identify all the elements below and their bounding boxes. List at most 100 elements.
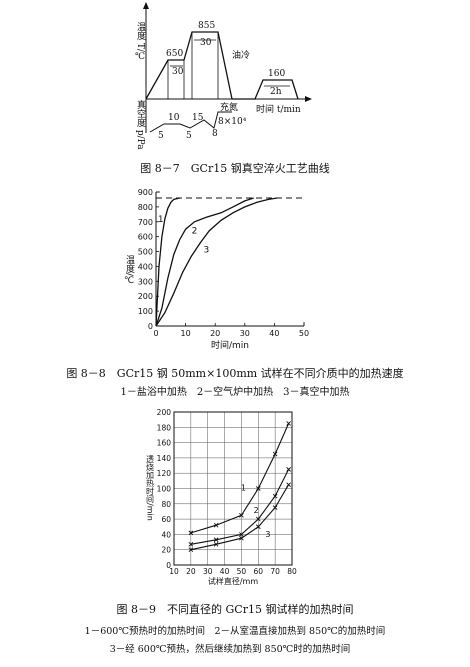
fig7-vac-10: 10 <box>168 113 180 123</box>
fig7-pressure-value: 8×10⁴ <box>218 117 247 127</box>
fig7-temp-axis-label: 温度 T/℃ <box>135 22 146 62</box>
fig8-series-label-3: 3 <box>203 246 209 256</box>
fig8-y-label: 温度/℃ <box>124 255 135 286</box>
fig8-x-tick-label: 40 <box>269 329 279 338</box>
fig8-x-tick-label: 0 <box>153 329 158 338</box>
fig7-process-curve: 温度 T/℃ 真空度 p/Pa 650 855 160 30 30 2h 油冷 … <box>135 2 312 150</box>
fig8-caption: 图 8－8 GCr15 钢 50mm×100mm 试样在不同介质中的加热速度 <box>66 366 403 380</box>
fig8-x-tick-label: 50 <box>299 329 309 338</box>
fig9-point-2 <box>188 542 194 547</box>
fig8-y-tick-label: 300 <box>138 277 153 286</box>
fig9-point-3 <box>239 535 244 541</box>
fig9-point-2 <box>239 532 244 537</box>
fig9-point-3 <box>188 547 194 553</box>
fig7-temp-650: 650 <box>166 49 183 59</box>
fig8-y-tick-label: 400 <box>138 262 153 271</box>
fig9-y-tick-label: 140 <box>157 454 172 463</box>
fig9-ticks: 10 20 30 40 50 60 70 80 0 20 40 60 80 100 120 140 160 180… <box>157 408 297 576</box>
fig7-temp-855: 855 <box>198 21 215 31</box>
fig8-series-line-2 <box>155 197 254 327</box>
fig8-y-tick-label: 900 <box>138 188 153 197</box>
fig7-y-arrow <box>143 2 149 9</box>
fig8-y-tick-label: 200 <box>138 292 153 301</box>
fig9-x-tick-label: 50 <box>237 567 247 576</box>
fig7-nitrogen: 充氮 <box>220 101 238 113</box>
fig9-heating-time-chart: 10 20 30 40 50 60 70 80 0 20 40 60 80 100 120 140 160 180… <box>146 408 297 586</box>
fig8-heating-rate-chart: 0 10 20 30 40 500100200300400500600700800900 … <box>124 188 309 351</box>
fig7-hold-2h: 2h <box>270 87 282 97</box>
fig7-vac-15: 15 <box>192 113 204 123</box>
fig9-point-3 <box>213 542 219 547</box>
fig9-frame <box>173 411 293 566</box>
fig9-point-2 <box>213 537 219 543</box>
fig7-vac-8: 8 <box>212 129 218 139</box>
fig9-y-tick-label: 40 <box>161 530 171 539</box>
fig9-series-line-1 <box>190 423 290 534</box>
fig9-series-label-3: 3 <box>265 530 270 539</box>
fig9-grid <box>173 411 293 566</box>
fig8-y-tick-label: 100 <box>138 307 153 316</box>
fig7-temp-160: 160 <box>268 69 285 79</box>
fig8-series-line-3 <box>155 197 278 327</box>
fig9-y-tick-label: 0 <box>166 561 171 570</box>
fig9-point-2 <box>255 516 261 522</box>
fig7-vac-5b: 5 <box>186 131 192 141</box>
fig9-point-3 <box>286 482 291 487</box>
fig9-y-tick-label: 120 <box>157 469 172 478</box>
fig9-y-tick-label: 80 <box>161 500 171 509</box>
fig7-hold-30a: 30 <box>172 67 184 77</box>
fig9-x-tick-label: 80 <box>287 567 297 576</box>
fig8-y-tick-label: 0 <box>148 322 153 331</box>
fig9-series-line-3 <box>190 484 290 551</box>
fig9-y-label: 透烧加热时间/min <box>146 455 155 521</box>
fig9-legend-1: 1－600℃预热时的加热时间 2－从室温直接加热到 850℃的加热时间 <box>85 625 386 637</box>
fig9-point-3 <box>272 505 278 510</box>
fig9-point-1 <box>255 486 261 491</box>
fig8-x-label: 时间/min <box>211 339 249 351</box>
fig9-x-tick-label: 60 <box>254 567 264 576</box>
fig8-x-tick-label: 30 <box>240 329 250 338</box>
fig9-y-tick-label: 20 <box>161 546 171 555</box>
fig9-y-tick-label: 180 <box>157 423 172 432</box>
fig7-temperature-curve <box>145 31 299 100</box>
fig9-legend-2: 3－经 600℃预热，然后继续加热到 850℃时的加热时间 <box>110 643 351 655</box>
fig9-x-tick-label: 40 <box>220 567 230 576</box>
fig8-series-label-2: 2 <box>192 227 198 237</box>
fig9-y-tick-label: 200 <box>157 408 172 417</box>
fig7-vac-5a: 5 <box>158 131 164 141</box>
fig8-series-label-1: 1 <box>158 215 164 225</box>
fig9-point-3 <box>255 524 261 530</box>
fig9-series-label-2: 2 <box>254 506 259 515</box>
fig9-y-tick-label: 160 <box>157 439 172 448</box>
fig7-hold-30b: 30 <box>200 38 212 48</box>
fig7-vacuum-curve <box>149 111 232 133</box>
fig9-point-1 <box>272 451 278 457</box>
fig7-time-arrow <box>305 96 312 102</box>
fig8-y-tick-label: 600 <box>138 233 153 242</box>
fig8-y-tick-label: 800 <box>138 203 153 212</box>
fig7-caption: 图 8－7 GCr15 钢真空淬火工艺曲线 <box>140 161 329 175</box>
fig8-series: 1 23 <box>155 197 278 327</box>
fig9-point-1 <box>213 522 219 528</box>
fig8-y-tick-label: 500 <box>138 248 153 257</box>
fig9-series-line-2 <box>190 469 290 545</box>
fig9-series-label-1: 1 <box>241 483 246 492</box>
fig9-point-1 <box>239 512 244 518</box>
fig9-x-tick-label: 70 <box>270 567 280 576</box>
fig9-x-tick-label: 20 <box>186 567 196 576</box>
fig9-y-tick-label: 100 <box>157 485 172 494</box>
fig9-x-tick-label: 10 <box>169 567 179 576</box>
fig9-x-tick-label: 30 <box>203 567 213 576</box>
fig7-vacuum-axis-label: 真空度 p/Pa <box>135 99 146 150</box>
fig9-y-tick-label: 60 <box>161 515 171 524</box>
fig8-legend: 1－盐浴中加热 2－空气炉中加热 3－真空中加热 <box>120 385 349 398</box>
fig9-caption: 图 8－9 不同直径的 GCr15 钢试样的加热时间 <box>117 602 354 616</box>
fig7-time-label: 时间 t/min <box>256 103 301 115</box>
fig8-y-tick-label: 700 <box>138 218 153 227</box>
fig8-series-line-1 <box>155 197 180 327</box>
fig8-x-tick-label: 20 <box>210 329 220 338</box>
fig9-point-2 <box>272 493 278 499</box>
fig7-oil-quench: 油冷 <box>232 49 250 61</box>
